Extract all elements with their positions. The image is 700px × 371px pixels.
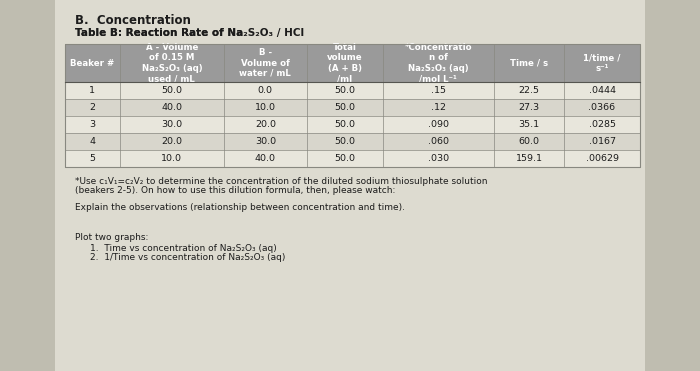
Text: 50.0: 50.0 <box>335 154 356 163</box>
Text: 4: 4 <box>90 137 95 146</box>
Text: A - Volume
of 0.15 M
Na₂S₂O₃ (aq)
used / mL: A - Volume of 0.15 M Na₂S₂O₃ (aq) used /… <box>141 43 202 83</box>
Text: .0285: .0285 <box>589 120 615 129</box>
Bar <box>65 44 640 82</box>
Text: (beakers 2-5). On how to use this dilution formula, then, please watch:: (beakers 2-5). On how to use this diluti… <box>75 186 395 195</box>
Text: .0444: .0444 <box>589 86 615 95</box>
Bar <box>65 133 640 150</box>
Text: 30.0: 30.0 <box>161 120 183 129</box>
Bar <box>65 44 640 167</box>
Text: 50.0: 50.0 <box>161 86 182 95</box>
Text: .15: .15 <box>430 86 446 95</box>
Bar <box>55 0 645 371</box>
Text: .0366: .0366 <box>589 103 615 112</box>
Text: 2: 2 <box>90 103 95 112</box>
Text: .060: .060 <box>428 137 449 146</box>
Text: 50.0: 50.0 <box>335 120 356 129</box>
Text: *Concentratio
n of
Na₂S₂O₃ (aq)
/mol L⁻¹: *Concentratio n of Na₂S₂O₃ (aq) /mol L⁻¹ <box>405 43 472 83</box>
Bar <box>65 150 640 167</box>
Text: 1: 1 <box>90 86 95 95</box>
Text: 30.0: 30.0 <box>255 137 276 146</box>
Text: *Use c₁V₁=c₂V₂ to determine the concentration of the diluted sodium thiosulphate: *Use c₁V₁=c₂V₂ to determine the concentr… <box>75 177 487 186</box>
Text: .12: .12 <box>430 103 446 112</box>
Text: 50.0: 50.0 <box>335 86 356 95</box>
Text: 50.0: 50.0 <box>335 103 356 112</box>
Text: 10.0: 10.0 <box>255 103 276 112</box>
Text: .030: .030 <box>428 154 449 163</box>
Text: 40.0: 40.0 <box>255 154 276 163</box>
Text: .00629: .00629 <box>585 154 619 163</box>
Bar <box>65 99 640 116</box>
Text: 50.0: 50.0 <box>335 137 356 146</box>
Text: Time / s: Time / s <box>510 59 548 68</box>
Text: Table B: Reaction Rate of Na: Table B: Reaction Rate of Na <box>75 28 244 38</box>
Text: 27.3: 27.3 <box>519 103 540 112</box>
Text: 35.1: 35.1 <box>519 120 540 129</box>
Text: .090: .090 <box>428 120 449 129</box>
Text: 2.  1/Time vs concentration of Na₂S₂O₃ (aq): 2. 1/Time vs concentration of Na₂S₂O₃ (a… <box>90 253 286 262</box>
Text: 22.5: 22.5 <box>519 86 540 95</box>
Text: 1/time /
s⁻¹: 1/time / s⁻¹ <box>583 53 621 73</box>
Text: Table B: Reaction Rate of Na₂S₂O₃ / HCl: Table B: Reaction Rate of Na₂S₂O₃ / HCl <box>75 28 304 38</box>
Text: 159.1: 159.1 <box>515 154 543 163</box>
Text: 5: 5 <box>90 154 95 163</box>
Bar <box>65 116 640 133</box>
Text: .0167: .0167 <box>589 137 615 146</box>
Text: 10.0: 10.0 <box>161 154 182 163</box>
Text: Total
volume
(A + B)
/ml: Total volume (A + B) /ml <box>327 43 363 83</box>
Text: 60.0: 60.0 <box>519 137 540 146</box>
Text: 20.0: 20.0 <box>161 137 182 146</box>
Text: 1.  Time vs concentration of Na₂S₂O₃ (aq): 1. Time vs concentration of Na₂S₂O₃ (aq) <box>90 244 276 253</box>
Text: Explain the observations (relationship between concentration and time).: Explain the observations (relationship b… <box>75 203 405 212</box>
Text: B -
Volume of
water / mL: B - Volume of water / mL <box>239 48 291 78</box>
Text: 3: 3 <box>90 120 95 129</box>
Text: B.  Concentration: B. Concentration <box>75 14 191 27</box>
Text: 0.0: 0.0 <box>258 86 273 95</box>
Text: 20.0: 20.0 <box>255 120 276 129</box>
Bar <box>65 82 640 99</box>
Text: 40.0: 40.0 <box>161 103 182 112</box>
Text: Beaker #: Beaker # <box>70 59 115 68</box>
Text: Plot two graphs:: Plot two graphs: <box>75 233 148 242</box>
